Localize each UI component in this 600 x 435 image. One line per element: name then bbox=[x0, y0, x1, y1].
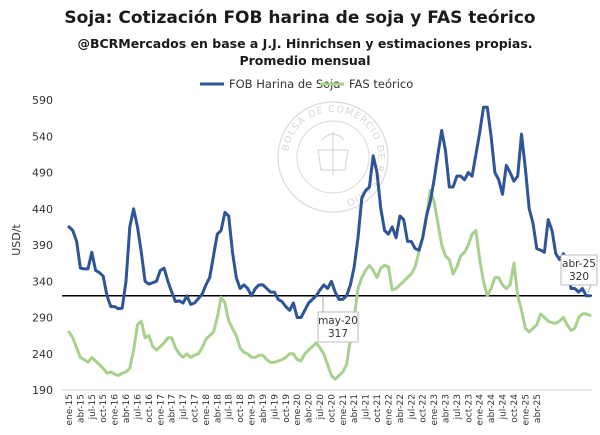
x-tick-label: oct-16 bbox=[145, 394, 155, 423]
x-tick-label: jul-15 bbox=[88, 394, 98, 420]
y-tick-label: 390 bbox=[32, 239, 53, 252]
x-tick-label: oct-20 bbox=[327, 394, 337, 423]
x-tick-label: oct-24 bbox=[510, 394, 520, 423]
x-tick-label: abr-20 bbox=[305, 394, 315, 423]
x-tick-label: ene-16 bbox=[111, 394, 121, 426]
x-tick-label: jul-17 bbox=[179, 394, 189, 420]
x-tick-label: abr-18 bbox=[213, 394, 223, 423]
x-tick-label: oct-21 bbox=[373, 394, 383, 423]
bcr-seal-watermark: BOLSA DE COMERCIO DE ROSARIO bbox=[277, 101, 389, 213]
chart-title: Soja: Cotización FOB harina de soja y FA… bbox=[64, 8, 536, 28]
x-tick-label: oct-19 bbox=[282, 394, 292, 423]
annotation-box bbox=[317, 311, 359, 343]
legend-label: FOB Harina de Soja bbox=[229, 77, 340, 91]
x-tick-label: abr-22 bbox=[396, 394, 406, 423]
x-tick-label: ene-22 bbox=[384, 394, 394, 425]
x-tick-label: jul-22 bbox=[407, 394, 417, 420]
x-tick-label: ene-19 bbox=[248, 394, 258, 426]
annotation-label: 320 bbox=[569, 271, 589, 283]
x-tick-label: abr-21 bbox=[350, 394, 360, 423]
series-line-fob bbox=[67, 105, 592, 319]
annotation-box bbox=[560, 254, 598, 286]
x-tick-label: oct-17 bbox=[190, 394, 200, 423]
x-tick-label: jul-24 bbox=[499, 394, 509, 421]
y-tick-label: 340 bbox=[32, 275, 53, 288]
x-tick-label: jul-21 bbox=[362, 394, 372, 420]
x-tick-label: ene-18 bbox=[202, 394, 212, 426]
x-tick-label: oct-18 bbox=[236, 394, 246, 423]
x-tick-label: oct-15 bbox=[99, 394, 109, 423]
y-tick-label: 490 bbox=[32, 167, 53, 180]
legend-label: FAS teórico bbox=[349, 77, 413, 91]
series-line-fas bbox=[67, 189, 592, 381]
x-tick-label: jul-16 bbox=[133, 394, 143, 421]
annotation-label: 317 bbox=[328, 328, 348, 340]
annotation-label: abr-25 bbox=[562, 258, 596, 270]
x-tick-label: ene-15 bbox=[65, 394, 75, 425]
annotation-label: may-20 bbox=[318, 315, 358, 327]
x-tick-label: oct-22 bbox=[419, 394, 429, 423]
x-tick-label: abr-19 bbox=[259, 394, 269, 423]
x-tick-label: abr-15 bbox=[76, 394, 86, 423]
y-tick-label: 440 bbox=[32, 203, 53, 216]
annotation-leader bbox=[587, 284, 592, 294]
x-tick-label: jul-18 bbox=[225, 394, 235, 421]
x-tick-label: ene-23 bbox=[430, 394, 440, 425]
x-tick-label: jul-23 bbox=[453, 394, 463, 420]
x-tick-label: ene-21 bbox=[339, 394, 349, 425]
y-tick-label: 190 bbox=[32, 384, 53, 397]
x-tick-label: jul-19 bbox=[270, 394, 280, 421]
y-tick-label: 590 bbox=[32, 94, 53, 107]
x-tick-label: abr-24 bbox=[487, 394, 497, 423]
y-axis-label: USD/t bbox=[10, 224, 23, 256]
y-tick-label: 290 bbox=[32, 312, 53, 325]
chart-subtitle: @BCRMercados en base a J.J. Hinrichsen y… bbox=[77, 36, 533, 68]
x-tick-label: abr-25 bbox=[533, 394, 543, 423]
x-tick-label: jul-20 bbox=[316, 394, 326, 421]
x-tick-label: ene-25 bbox=[521, 394, 531, 425]
y-tick-label: 540 bbox=[32, 130, 53, 143]
x-tick-label: ene-24 bbox=[476, 394, 486, 426]
x-tick-label: ene-20 bbox=[293, 394, 303, 426]
y-tick-label: 240 bbox=[32, 348, 53, 361]
x-tick-label: abr-23 bbox=[441, 394, 451, 423]
x-tick-label: ene-17 bbox=[156, 394, 166, 425]
x-tick-label: abr-16 bbox=[122, 394, 132, 423]
x-tick-label: oct-23 bbox=[464, 394, 474, 423]
x-tick-label: abr-17 bbox=[168, 394, 178, 423]
